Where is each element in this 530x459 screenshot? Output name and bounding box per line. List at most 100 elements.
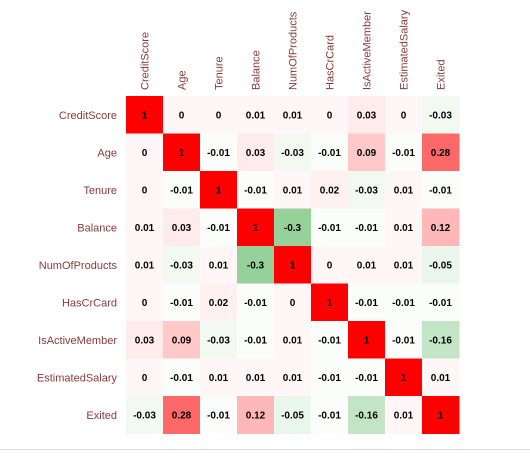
cell-value-label: 0.01 (394, 223, 414, 234)
cell-value-label: -0.01 (355, 373, 378, 384)
cell-value-label: 0.01 (246, 373, 266, 384)
cell-value-label: 0.03 (172, 223, 192, 234)
heatmap-cell (422, 396, 460, 434)
cell-value-label: -0.16 (429, 335, 452, 346)
heatmap-cell (311, 283, 349, 322)
heatmap-cell (422, 283, 460, 322)
heatmap-cell (311, 246, 349, 284)
heatmap-cell (274, 358, 312, 397)
cell-value-label: -0.01 (429, 185, 452, 196)
heatmap-cell (422, 246, 460, 284)
heatmap-cell (237, 208, 275, 247)
cell-value-label: 0.01 (135, 260, 155, 271)
cell-value-label: 1 (364, 335, 370, 346)
heatmap-cell (200, 133, 238, 172)
cell-value-label: 0.12 (431, 223, 451, 234)
cell-value-label: 0 (216, 110, 222, 121)
heatmap-cell (126, 171, 164, 209)
cell-value-label: 1 (290, 260, 296, 271)
cell-value-label: -0.05 (281, 410, 304, 421)
heatmap-cell (200, 208, 238, 247)
heatmap-cell (126, 96, 164, 134)
cell-value-label: -0.01 (355, 223, 378, 234)
heatmap-cell (385, 246, 423, 284)
cell-value-label: 0.01 (283, 335, 303, 346)
cell-value-label: -0.03 (170, 260, 193, 271)
cell-value-label: 0 (179, 110, 185, 121)
heatmap-cell (348, 171, 386, 209)
cell-value-label: 0.01 (283, 185, 303, 196)
cell-value-label: 0 (327, 260, 333, 271)
cell-value-label: -0.01 (318, 335, 341, 346)
heatmap-cell (200, 396, 238, 434)
column-label: EstimatedSalary (399, 9, 411, 90)
bottom-divider (0, 449, 530, 450)
row-label: NumOfProducts (39, 260, 118, 272)
column-label: Age (177, 70, 189, 90)
cell-value-label: -0.03 (133, 410, 156, 421)
cell-value-label: 0.01 (209, 373, 229, 384)
cell-value-label: 0 (401, 110, 407, 121)
cell-value-label: 0.03 (135, 335, 155, 346)
heatmap-cell (385, 208, 423, 247)
heatmap-cell (200, 96, 238, 134)
heatmap-cell (274, 133, 312, 172)
heatmap-cell (311, 396, 349, 434)
heatmap-cell (126, 246, 164, 284)
cell-value-label: 1 (327, 298, 333, 309)
cell-value-label: -0.01 (392, 335, 415, 346)
row-label: CreditScore (59, 110, 117, 122)
row-label: Exited (86, 410, 117, 422)
cell-value-label: 0.03 (246, 148, 266, 159)
heatmap-cell (274, 246, 312, 284)
heatmap-cell (348, 133, 386, 172)
cell-value-label: -0.01 (170, 185, 193, 196)
heatmap-cell (311, 321, 349, 359)
heatmap-cell (200, 321, 238, 359)
heatmap-cell (237, 283, 275, 322)
cell-value-label: -0.03 (207, 335, 230, 346)
heatmap-cell (126, 283, 164, 322)
cell-value-label: 0.01 (135, 223, 155, 234)
heatmap-cell (274, 396, 312, 434)
heatmap-cell (385, 133, 423, 172)
column-label: Balance (251, 50, 263, 90)
cell-value-label: 0.09 (357, 148, 377, 159)
heatmap-cell (163, 321, 201, 359)
heatmap-cell (126, 396, 164, 434)
heatmap-cell (422, 96, 460, 134)
heatmap-cell (385, 283, 423, 322)
cell-value-label: -0.01 (318, 223, 341, 234)
cell-value-label: -0.01 (244, 335, 267, 346)
heatmap-cell (385, 96, 423, 134)
heatmap-cell (163, 208, 201, 247)
heatmap-cell (126, 358, 164, 397)
heatmap-cell (163, 96, 201, 134)
cell-value-label: -0.01 (392, 148, 415, 159)
cell-value-label: -0.03 (281, 148, 304, 159)
column-label: HasCrCard (325, 35, 337, 90)
heatmap-cell (385, 321, 423, 359)
heatmap-cell (422, 358, 460, 397)
heatmap-cell (348, 396, 386, 434)
heatmap-cell (385, 171, 423, 209)
cell-value-label: 0.02 (209, 298, 229, 309)
cell-value-label: -0.01 (207, 223, 230, 234)
cell-value-label: -0.01 (355, 298, 378, 309)
heatmap-cell (274, 171, 312, 209)
cell-value-label: 0 (142, 185, 148, 196)
heatmap-cell (237, 133, 275, 172)
cell-value-label: -0.01 (207, 148, 230, 159)
row-label: IsActiveMember (38, 335, 117, 347)
cell-value-label: 0 (142, 148, 148, 159)
heatmap-cell (311, 171, 349, 209)
cell-value-label: -0.3 (284, 223, 302, 234)
heatmap-cell (422, 321, 460, 359)
cell-value-label: 0 (142, 298, 148, 309)
cell-value-label: 0.02 (320, 185, 340, 196)
cell-value-label: -0.05 (429, 260, 452, 271)
heatmap-cell (163, 358, 201, 397)
cell-value-label: -0.01 (170, 373, 193, 384)
cell-value-label: 0.01 (209, 260, 229, 271)
heatmap-cell (311, 96, 349, 134)
